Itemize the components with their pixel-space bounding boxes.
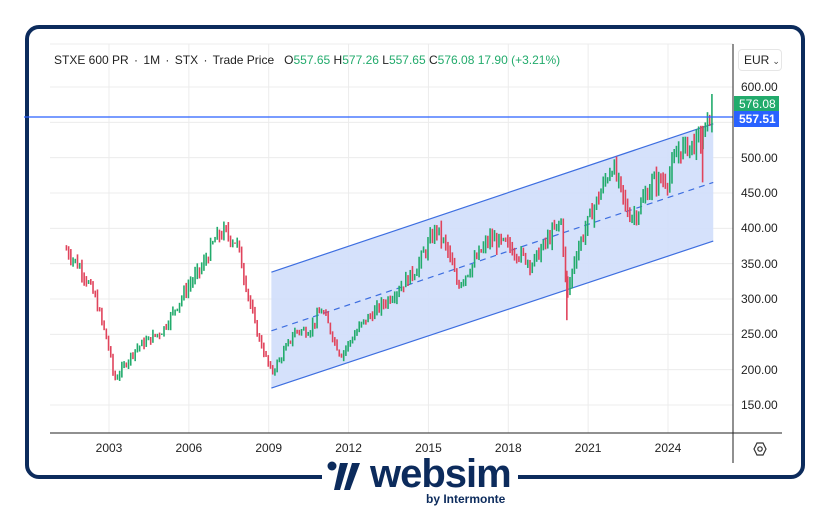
close-value: 576.08 xyxy=(437,53,475,67)
y-tick-label: 300.00 xyxy=(741,292,778,306)
brand-name: websim xyxy=(370,452,512,496)
y-tick-label: 250.00 xyxy=(741,327,778,342)
x-tick-label: 2006 xyxy=(175,441,203,455)
x-tick-label: 2003 xyxy=(95,441,123,455)
x-tick-label: 2021 xyxy=(574,441,602,455)
y-tick-label: 600.00 xyxy=(741,80,778,94)
x-tick-label: 2015 xyxy=(415,441,442,455)
change-percent: (+3.21%) xyxy=(511,53,561,67)
x-tick-label: 2012 xyxy=(335,441,362,455)
low-value: 557.65 xyxy=(388,53,426,67)
chevron-down-icon: ⌄ xyxy=(772,56,780,66)
currency-label: EUR xyxy=(744,53,770,67)
y-tick-label: 350.00 xyxy=(741,256,778,271)
y-tick-label: 150.00 xyxy=(741,398,778,412)
currency-selector[interactable]: EUR ⌄ xyxy=(738,49,782,71)
settings-icon[interactable] xyxy=(752,441,768,457)
brand-tagline: by Intermonte xyxy=(426,492,506,506)
close-label: C xyxy=(429,53,438,67)
last-price-tag: 576.08 xyxy=(734,95,779,112)
x-tick-label: 2018 xyxy=(494,441,522,455)
symbol-name[interactable]: STXE 600 PR xyxy=(54,53,129,67)
brand-mark-icon xyxy=(327,461,360,490)
websim-logo: websim by Intermonte xyxy=(322,452,518,508)
open-value: 557.65 xyxy=(293,53,331,67)
exchange: STX xyxy=(174,53,199,67)
y-tick-label: 400.00 xyxy=(741,221,778,236)
change-value: 17.90 xyxy=(477,53,508,67)
y-tick-label: 200.00 xyxy=(741,362,778,377)
high-value: 577.26 xyxy=(342,53,379,67)
low-label: L xyxy=(382,53,389,67)
high-label: H xyxy=(333,53,343,67)
horizontal-line-price-tag: 557.51 xyxy=(734,111,779,128)
symbol-legend: STXE 600 PR · 1M · STX · Trade Price O55… xyxy=(54,53,561,67)
x-tick-label: 2024 xyxy=(654,441,682,455)
interval[interactable]: 1M xyxy=(143,53,161,67)
y-tick-label: 450.00 xyxy=(741,186,778,200)
y-tick-label: 500.00 xyxy=(741,150,778,165)
x-tick-label: 2009 xyxy=(255,441,283,455)
price-type: Trade Price xyxy=(212,53,275,67)
open-label: O xyxy=(284,53,294,67)
